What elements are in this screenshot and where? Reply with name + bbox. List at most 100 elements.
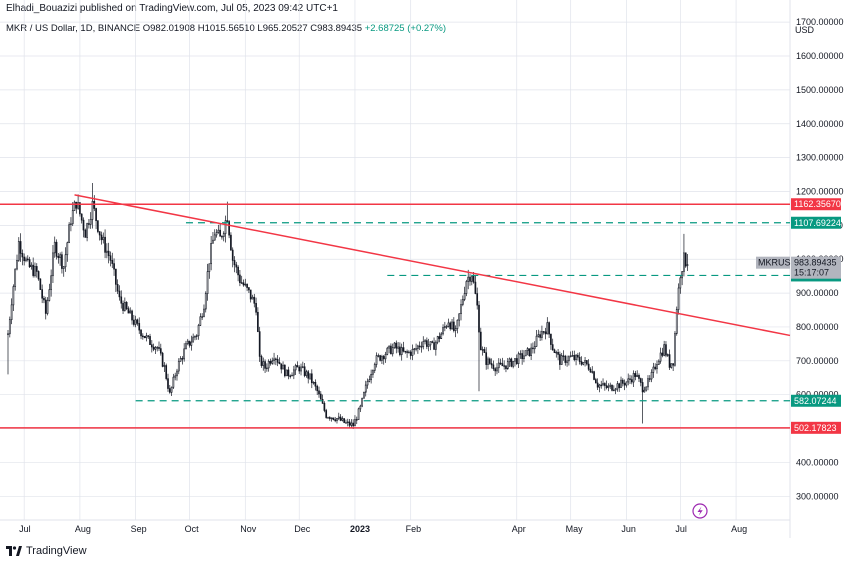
candle-body [490, 363, 493, 366]
candle-body [41, 289, 43, 299]
candle-body [195, 335, 198, 337]
candle-body [21, 253, 24, 258]
candle-body [107, 250, 110, 257]
candle-body [686, 264, 689, 266]
candle-body [614, 388, 617, 391]
candle-body [264, 361, 266, 369]
candle-body [35, 266, 38, 272]
y-tick-label: 400.00000 [796, 457, 839, 467]
candle-body [528, 348, 531, 356]
candle-body [226, 220, 229, 222]
candle-body [233, 260, 236, 266]
candle-body [409, 351, 412, 356]
x-tick-label: Oct [185, 524, 200, 534]
candle-body [177, 360, 180, 372]
candle-body [118, 290, 121, 298]
legend-high-value: 1015.56510 [204, 23, 255, 34]
candle-body [269, 361, 272, 364]
candle-body [357, 408, 360, 420]
candle-body [213, 234, 216, 241]
candle-body [17, 241, 20, 261]
candle-body [217, 229, 220, 233]
candle-body [355, 419, 358, 421]
x-tick-label: Apr [512, 524, 526, 534]
candle-body [408, 351, 410, 354]
candle-body [165, 365, 168, 379]
candle-body [59, 254, 61, 259]
candle-body [508, 358, 511, 362]
candle-body [100, 234, 103, 241]
candle-body [68, 224, 70, 244]
candle-body [14, 268, 17, 287]
y-tick-label: 1300.00000 [796, 153, 844, 163]
candle-body [301, 366, 304, 368]
candle-body [499, 362, 502, 365]
lightning-icon[interactable] [692, 503, 708, 519]
candle-body [136, 319, 139, 324]
candle-body [645, 386, 648, 391]
y-tick-label: 1700.00000 [796, 17, 844, 27]
candle-body [149, 336, 151, 345]
candle-body [341, 418, 344, 421]
candle-body [530, 347, 532, 356]
candle-body [19, 241, 22, 254]
candle-body [444, 326, 446, 328]
x-tick-label: Jun [621, 524, 636, 534]
candle-body [34, 266, 36, 276]
candle-body [46, 300, 49, 314]
candle-body [411, 348, 414, 356]
candle-body [364, 384, 367, 393]
level-badge-text: 582.07244 [794, 396, 837, 406]
candle-body [663, 344, 666, 356]
candle-body [460, 304, 462, 315]
candle-body [647, 378, 649, 388]
candle-body [524, 350, 527, 357]
level-badge [791, 394, 841, 407]
candle-body [348, 421, 351, 426]
candle-body [134, 319, 137, 325]
candle-body [61, 254, 63, 269]
candle-body [312, 382, 315, 384]
candle-body [188, 340, 191, 346]
candle-body [436, 336, 439, 343]
candle-body [461, 299, 464, 305]
candle-body [183, 348, 186, 360]
candle-body [275, 358, 277, 360]
candle-body [506, 361, 509, 370]
publisher-line: Elhadi_Bouazizi published on TradingView… [6, 3, 338, 14]
candle-body [677, 287, 680, 310]
candle-body [539, 334, 541, 338]
candle-body [487, 358, 489, 365]
candle-body [440, 333, 443, 339]
level-badge [791, 421, 841, 434]
candle-body [454, 328, 457, 331]
tradingview-brand[interactable]: TradingView [6, 545, 87, 557]
candle-body [634, 373, 637, 377]
candle-body [388, 345, 390, 349]
candle-body [201, 316, 203, 318]
candle-body [501, 363, 504, 367]
candle-body [368, 379, 371, 382]
candle-body [517, 353, 520, 364]
candle-body [70, 223, 72, 225]
candle-body [654, 366, 657, 370]
candle-body [595, 379, 597, 384]
candle-body [330, 417, 333, 419]
candle-body [521, 353, 523, 360]
candle-body [382, 356, 385, 360]
legend-symbol[interactable]: MKR / US Dollar, 1D, BINANCE [6, 23, 141, 34]
level-badge-text: 1162.35670 [794, 199, 841, 209]
candle-body [170, 386, 173, 393]
candle-body [562, 355, 565, 357]
candle-body [71, 210, 74, 225]
candle-body [109, 255, 112, 261]
candle-body [296, 365, 299, 368]
candle-body [605, 385, 608, 388]
candle-body [303, 366, 306, 376]
candle-body [413, 348, 416, 350]
x-tick-label: Nov [240, 524, 257, 534]
candle-body [276, 359, 279, 363]
candle-body [550, 333, 552, 345]
candle-body [289, 375, 292, 377]
